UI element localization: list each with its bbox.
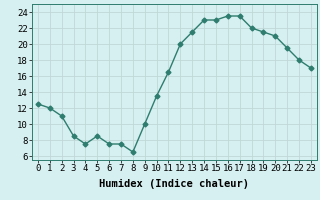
X-axis label: Humidex (Indice chaleur): Humidex (Indice chaleur): [100, 179, 249, 189]
